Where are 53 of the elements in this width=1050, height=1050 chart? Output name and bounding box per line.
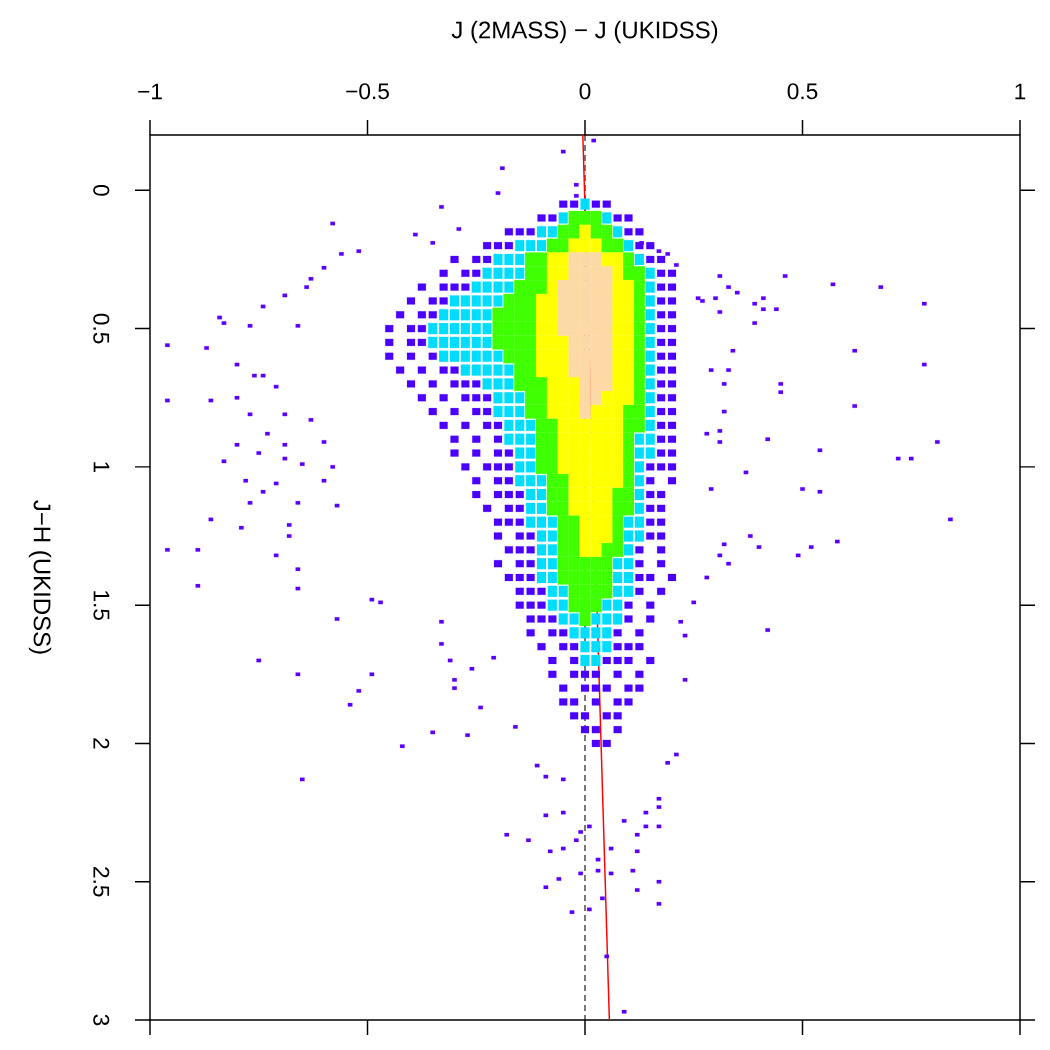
point: [579, 376, 591, 391]
point: [601, 321, 613, 336]
point: [579, 266, 591, 281]
point: [601, 280, 613, 295]
point: [568, 335, 580, 350]
point: [579, 307, 591, 322]
point: [579, 349, 591, 364]
point: [568, 321, 580, 336]
y-tick-label: 1: [93, 462, 110, 473]
point: [568, 349, 580, 364]
point: [601, 307, 613, 322]
x-tick-label: 1: [1015, 83, 1026, 100]
point: [590, 321, 602, 336]
point: [579, 390, 591, 405]
x-tick-label: −0.5: [346, 83, 389, 100]
x-tick-label: −1: [138, 83, 162, 100]
point: [568, 280, 580, 295]
y-tick-label: 0.5: [93, 313, 110, 344]
point: [579, 252, 591, 267]
y-axis-title: J−H (UKIDSS): [28, 500, 52, 654]
point: [568, 252, 580, 267]
point: [601, 266, 613, 281]
point: [590, 363, 602, 378]
point: [579, 404, 591, 419]
point: [590, 349, 602, 364]
point: [601, 376, 613, 391]
point: [590, 252, 602, 267]
y-tick-label: 2: [93, 738, 110, 749]
point: [579, 363, 591, 378]
x-tick-label: 0: [579, 83, 591, 100]
point: [557, 321, 569, 336]
y-tick-label: 0: [93, 184, 110, 196]
point: [590, 307, 602, 322]
point: [590, 390, 602, 405]
point: [568, 266, 580, 281]
point: [557, 307, 569, 322]
point: [590, 335, 602, 350]
point: [601, 293, 613, 309]
point: [590, 266, 602, 281]
point: [568, 363, 580, 378]
point: [557, 280, 569, 295]
x-tick-label: 0.5: [787, 83, 818, 100]
point: [579, 321, 591, 336]
y-tick-label: 1.5: [93, 591, 110, 620]
x-axis-title: J (2MASS) − J (UKIDSS): [451, 20, 718, 44]
point: [601, 335, 613, 350]
point: [557, 293, 569, 309]
y-tick-label: 2.5: [93, 867, 110, 897]
point: [579, 335, 591, 350]
point: [601, 349, 613, 364]
point: [590, 376, 602, 391]
point: [601, 363, 613, 378]
y-tick-label: 3: [93, 1014, 110, 1026]
